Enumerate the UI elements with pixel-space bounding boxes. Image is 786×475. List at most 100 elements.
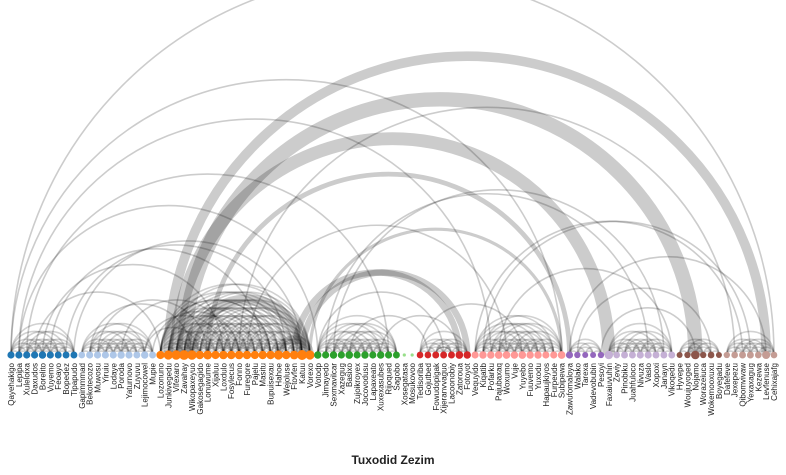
node-label: Xuleloixa — [23, 362, 32, 395]
node-dot[interactable] — [187, 350, 197, 360]
node-dot[interactable] — [518, 351, 527, 359]
node-dot[interactable] — [723, 351, 730, 359]
node-dot[interactable] — [149, 351, 157, 359]
node-dot[interactable] — [526, 351, 534, 359]
node-dot[interactable] — [46, 351, 54, 359]
node-dot[interactable] — [62, 351, 70, 359]
node-dot[interactable] — [305, 350, 315, 360]
node-dot[interactable] — [70, 351, 78, 359]
node-dot[interactable] — [463, 351, 471, 359]
node-dot[interactable] — [440, 351, 448, 359]
node-dot[interactable] — [377, 351, 385, 359]
node-dot[interactable] — [141, 351, 149, 359]
node-dot[interactable] — [337, 351, 345, 359]
node-dot[interactable] — [179, 350, 189, 360]
node-dot[interactable] — [31, 351, 39, 359]
node-dot[interactable] — [402, 353, 406, 357]
node-dot[interactable] — [410, 353, 414, 357]
node-dot[interactable] — [479, 351, 487, 359]
node-dot[interactable] — [582, 352, 589, 358]
node-dot[interactable] — [384, 351, 393, 359]
node-dot[interactable] — [369, 351, 377, 359]
node-dot[interactable] — [574, 351, 581, 359]
node-dot[interactable] — [329, 351, 338, 359]
node-dot[interactable] — [621, 351, 628, 359]
node-dot[interactable] — [322, 351, 330, 359]
node-dot[interactable] — [345, 351, 354, 359]
node-dot[interactable] — [361, 351, 369, 359]
node-dot[interactable] — [644, 351, 652, 359]
node-dot[interactable] — [54, 351, 62, 359]
node-dot[interactable] — [668, 351, 676, 359]
node-dot[interactable] — [432, 351, 440, 359]
node-dot[interactable] — [487, 351, 495, 359]
node-dot[interactable] — [109, 351, 117, 359]
link-arc — [639, 338, 673, 356]
node-dot[interactable] — [565, 351, 574, 359]
node-dot[interactable] — [117, 351, 125, 359]
node-dot[interactable] — [125, 351, 133, 359]
node-dot[interactable] — [770, 351, 778, 359]
node-dot[interactable] — [715, 352, 722, 358]
node-dot[interactable] — [93, 351, 102, 359]
node-dot[interactable] — [684, 351, 691, 359]
node-dot[interactable] — [676, 352, 683, 358]
node-dot[interactable] — [203, 350, 213, 360]
node-dot[interactable] — [353, 351, 361, 359]
node-dot[interactable] — [448, 351, 455, 359]
node-dot[interactable] — [471, 351, 479, 359]
node-dot[interactable] — [597, 351, 605, 359]
node-dot[interactable] — [455, 351, 464, 359]
node-dot[interactable] — [590, 352, 597, 358]
node-dot[interactable] — [133, 351, 141, 359]
node-dot[interactable] — [211, 350, 220, 360]
node-dot[interactable] — [266, 350, 275, 360]
node-dot[interactable] — [38, 351, 47, 359]
node-dot[interactable] — [754, 351, 762, 359]
node-dot[interactable] — [273, 350, 284, 360]
node-dot[interactable] — [15, 351, 23, 359]
node-dot[interactable] — [628, 351, 636, 359]
node-dot[interactable] — [510, 351, 519, 359]
node-dot[interactable] — [219, 350, 228, 360]
node-dot[interactable] — [171, 350, 181, 360]
node-dot[interactable] — [392, 351, 400, 359]
node-dot[interactable] — [297, 350, 308, 360]
node-dot[interactable] — [258, 350, 267, 360]
node-dot[interactable] — [7, 351, 15, 359]
node-dot[interactable] — [424, 351, 432, 359]
node-dot[interactable] — [707, 351, 715, 359]
node-dot[interactable] — [731, 351, 738, 359]
node-dot[interactable] — [234, 350, 244, 360]
node-dot[interactable] — [23, 351, 31, 359]
node-dot[interactable] — [557, 351, 566, 359]
node-dot[interactable] — [416, 351, 424, 359]
node-dot[interactable] — [762, 350, 771, 360]
node-dot[interactable] — [242, 350, 252, 360]
node-dot[interactable] — [502, 351, 511, 359]
node-dot[interactable] — [250, 350, 259, 360]
node-dot[interactable] — [494, 351, 503, 359]
node-dot[interactable] — [78, 351, 86, 359]
node-dot[interactable] — [700, 351, 707, 359]
node-dot[interactable] — [613, 351, 620, 359]
node-dot[interactable] — [534, 351, 542, 359]
node-dot[interactable] — [691, 350, 700, 360]
node-dot[interactable] — [746, 351, 754, 359]
node-dot[interactable] — [156, 350, 165, 360]
node-dot[interactable] — [86, 351, 94, 359]
node-dot[interactable] — [282, 350, 291, 360]
node-dot[interactable] — [101, 351, 109, 359]
node-dot[interactable] — [163, 350, 173, 360]
node-dot[interactable] — [652, 351, 660, 359]
node-dot[interactable] — [660, 351, 668, 359]
node-dot[interactable] — [636, 351, 644, 359]
node-dot[interactable] — [289, 350, 299, 360]
node-dot[interactable] — [542, 351, 550, 359]
node-dot[interactable] — [227, 350, 236, 360]
node-dot[interactable] — [739, 351, 746, 359]
node-dot[interactable] — [550, 351, 558, 359]
node-dot[interactable] — [314, 351, 322, 359]
node-dot[interactable] — [195, 350, 205, 360]
node-dot[interactable] — [604, 350, 614, 360]
